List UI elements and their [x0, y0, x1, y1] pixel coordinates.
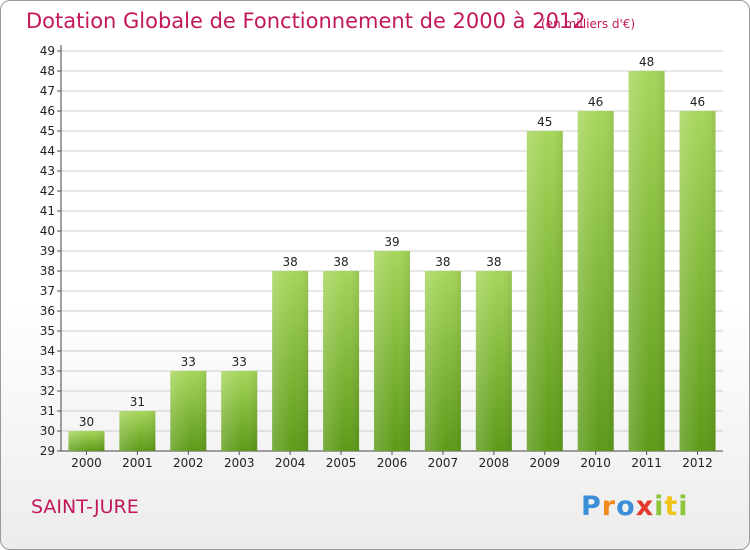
y-tick-label: 45	[40, 124, 55, 138]
y-tick-label: 29	[40, 444, 55, 458]
x-tick-label: 2007	[428, 456, 459, 470]
y-tick-label: 41	[40, 204, 55, 218]
y-tick-label: 43	[40, 164, 55, 178]
y-tick-label: 47	[40, 84, 55, 98]
logo-letter: o	[616, 491, 636, 522]
logo-letter: i	[678, 491, 689, 522]
bar-value-label: 33	[181, 355, 196, 369]
bar-value-label: 38	[486, 255, 501, 269]
x-tick-label: 2001	[122, 456, 153, 470]
y-tick-label: 35	[40, 324, 55, 338]
logo-letter: t	[664, 491, 679, 522]
y-tick-label: 48	[40, 64, 55, 78]
bar-value-label: 38	[435, 255, 450, 269]
x-tick-label: 2000	[71, 456, 102, 470]
proxiti-logo: Proxiti	[581, 491, 689, 522]
bar-value-label: 46	[690, 95, 705, 109]
chart-subtitle: (en milliers d'€)	[541, 17, 636, 31]
y-tick-label: 31	[40, 404, 55, 418]
bar-value-label: 38	[333, 255, 348, 269]
y-tick-label: 36	[40, 304, 55, 318]
y-tick-label: 37	[40, 284, 55, 298]
x-tick-label: 2011	[631, 456, 662, 470]
x-tick-label: 2003	[224, 456, 255, 470]
logo-letter: x	[635, 491, 655, 522]
y-tick-label: 32	[40, 384, 55, 398]
x-tick-label: 2009	[529, 456, 560, 470]
bar-value-label: 30	[79, 415, 94, 429]
x-tick-label: 2010	[580, 456, 611, 470]
place-name: SAINT-JURE	[31, 496, 139, 518]
x-tick-label: 2002	[173, 456, 204, 470]
bar-value-label: 46	[588, 95, 603, 109]
bar-value-label: 45	[537, 115, 552, 129]
bar-value-label: 38	[283, 255, 298, 269]
y-tick-label: 34	[40, 344, 55, 358]
y-tick-label: 33	[40, 364, 55, 378]
bar-value-label: 31	[130, 395, 145, 409]
chart-title: Dotation Globale de Fonctionnement de 20…	[26, 9, 586, 33]
y-tick-label: 44	[40, 144, 55, 158]
y-tick-label: 42	[40, 184, 55, 198]
x-tick-label: 2012	[682, 456, 713, 470]
y-tick-label: 40	[40, 224, 55, 238]
y-tick-label: 39	[40, 244, 55, 258]
logo-letter: i	[654, 491, 665, 522]
logo-letter: P	[581, 491, 602, 522]
x-tick-label: 2006	[377, 456, 408, 470]
y-tick-label: 38	[40, 264, 55, 278]
bar-value-label: 33	[232, 355, 247, 369]
y-tick-label: 30	[40, 424, 55, 438]
x-tick-label: 2005	[326, 456, 357, 470]
x-tick-label: 2004	[275, 456, 306, 470]
x-tick-label: 2008	[479, 456, 510, 470]
y-tick-label: 46	[40, 104, 55, 118]
logo-letter: r	[601, 491, 617, 522]
y-tick-label: 49	[40, 44, 55, 58]
bar-value-label: 39	[384, 235, 399, 249]
bar-value-label: 48	[639, 55, 654, 69]
